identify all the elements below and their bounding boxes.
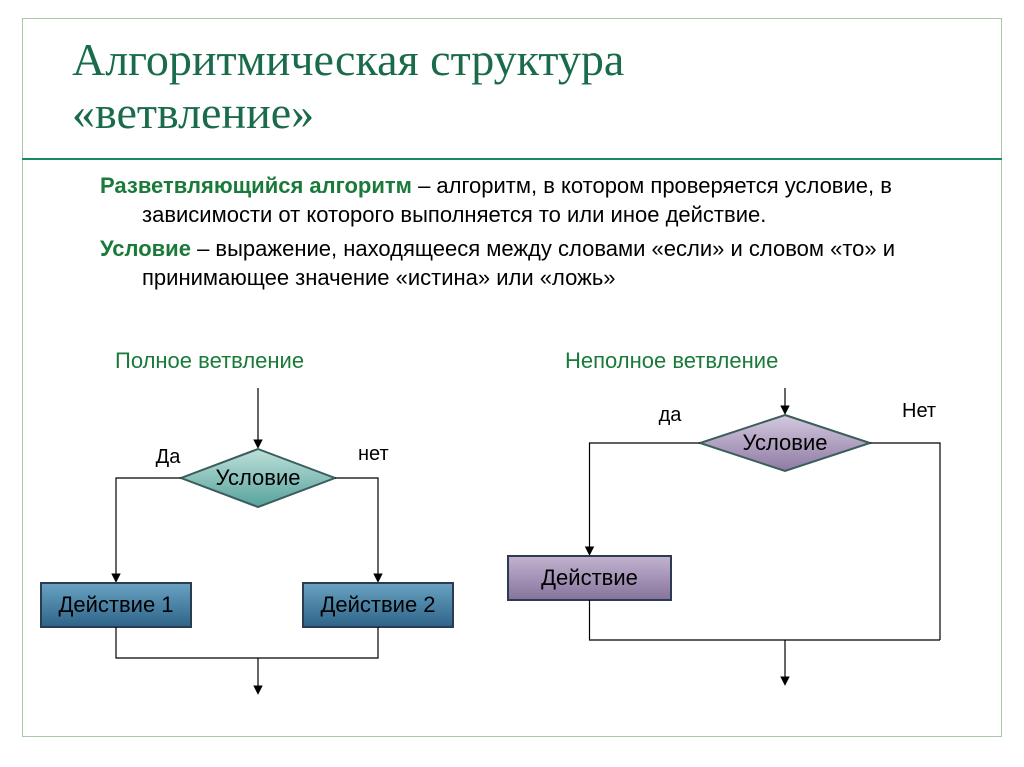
svg-text:Условие: Условие	[742, 430, 827, 455]
title-rule	[22, 158, 1002, 160]
term-2: Условие	[100, 236, 191, 261]
svg-text:нет: нет	[358, 443, 389, 465]
svg-text:Да: Да	[156, 446, 182, 468]
flowchart-full-branching: Условие Действие 1 Действие 2 Да нет	[38, 388, 468, 698]
paragraph-1: Разветвляющийся алгоритм – алгоритм, в к…	[100, 172, 964, 229]
svg-text:да: да	[659, 404, 683, 426]
flowchart-partial-branching: Условие Действие да Нет	[500, 388, 980, 698]
subheading-left: Полное ветвление	[115, 348, 304, 374]
svg-text:Действие: Действие	[541, 565, 638, 590]
title-line1: Алгоритмическая структура	[72, 34, 624, 85]
svg-text:Действие 2: Действие 2	[320, 592, 435, 617]
subheading-right: Неполное ветвление	[565, 348, 778, 374]
paragraph-2: Условие – выражение, находящееся между с…	[100, 235, 964, 292]
para2-rest: – выражение, находящееся между словами «…	[142, 236, 895, 290]
slide-title: Алгоритмическая структура «ветвление»	[72, 34, 624, 140]
title-line2: «ветвление»	[72, 87, 314, 138]
term-1: Разветвляющийся алгоритм	[100, 173, 412, 198]
svg-text:Нет: Нет	[902, 400, 936, 422]
body-text: Разветвляющийся алгоритм – алгоритм, в к…	[100, 172, 964, 298]
svg-text:Действие 1: Действие 1	[58, 592, 173, 617]
svg-text:Условие: Условие	[215, 465, 300, 490]
